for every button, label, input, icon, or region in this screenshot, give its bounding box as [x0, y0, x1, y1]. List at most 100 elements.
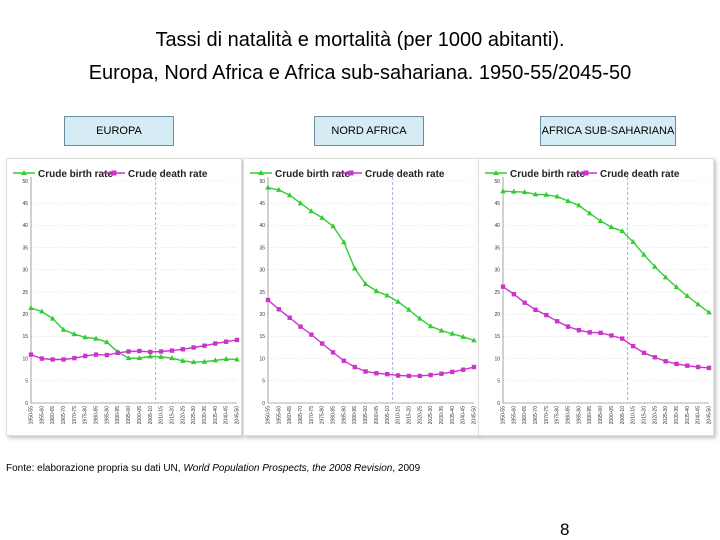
death-rate-point	[706, 365, 712, 371]
death-rate-point	[309, 332, 314, 337]
death-rate-point	[28, 352, 34, 357]
death-rate-point	[191, 345, 196, 350]
death-rate-point	[287, 315, 292, 320]
legend-label-0: Crude birth rate	[510, 169, 585, 180]
birth-rate-point	[60, 326, 67, 332]
y-tick-label-1: 5	[25, 379, 28, 385]
x-tick-label-12: 2010-15	[396, 406, 402, 425]
y-tick-label-5: 25	[259, 290, 265, 296]
death-rate-point	[265, 297, 271, 303]
birth-rate-point	[406, 306, 412, 312]
x-tick-label-5: 1975-80	[320, 406, 326, 425]
death-rate-point	[460, 367, 466, 372]
death-rate-point	[93, 352, 99, 357]
death-rate-point	[39, 356, 45, 361]
x-tick-label-4: 1970-75	[309, 406, 315, 425]
death-rate-point	[565, 324, 571, 329]
legend-label-0: Crude birth rate	[38, 169, 113, 180]
birth-rate-point	[125, 355, 132, 361]
birth-rate-point	[201, 358, 208, 364]
death-rate-point	[83, 353, 88, 359]
birth-rate-point	[223, 356, 229, 362]
death-rate-point	[609, 333, 614, 338]
x-tick-label-16: 2030-35	[439, 406, 445, 425]
x-tick-label-7: 1985-90	[576, 406, 582, 425]
legend-marker-0	[493, 170, 499, 175]
death-rate-point	[406, 373, 412, 379]
x-tick-label-13: 2015-20	[641, 406, 647, 425]
death-rate-point	[533, 307, 538, 312]
birth-rate-point	[554, 193, 561, 199]
death-rate-point	[598, 330, 603, 336]
x-tick-label-1: 1955-60	[511, 406, 517, 425]
birth-rate-point	[190, 359, 197, 365]
x-tick-label-0: 1950-55	[501, 406, 507, 425]
birth-rate-point	[695, 301, 701, 307]
x-tick-label-1: 1955-60	[39, 406, 45, 425]
x-tick-label-19: 2045-50	[472, 406, 478, 425]
x-tick-label-11: 2005-10	[148, 406, 154, 425]
x-tick-label-14: 2020-25	[652, 406, 658, 425]
y-tick-label-4: 20	[22, 312, 28, 318]
death-rate-point	[674, 361, 679, 367]
chart-panel-africa-sub-sahariana: Crude birth rate Crude death rate 0 5 10 15 20…	[478, 158, 714, 436]
death-rate-point	[471, 364, 477, 370]
death-rate-point	[544, 312, 549, 318]
legend-label-1: Crude death rate	[600, 169, 680, 180]
y-tick-label-3: 15	[494, 334, 500, 340]
x-tick-label-13: 2015-20	[169, 406, 175, 425]
x-tick-label-7: 1985-90	[341, 406, 347, 425]
x-tick-label-19: 2045-50	[707, 406, 713, 425]
death-rate-point	[104, 352, 110, 358]
x-tick-label-3: 1965-70	[61, 406, 67, 425]
y-tick-label-9: 45	[259, 201, 265, 207]
chart-nord-africa: Crude birth rate Crude death rate 0 5 10 15 20…	[250, 169, 478, 425]
birth-rate-point	[651, 263, 658, 269]
x-tick-label-16: 2030-35	[202, 406, 208, 425]
death-rate-point	[298, 324, 303, 329]
death-rate-point	[320, 341, 325, 346]
x-tick-label-19: 2045-50	[235, 406, 241, 425]
birth-rate-point	[71, 331, 78, 337]
y-tick-label-5: 25	[494, 290, 500, 296]
x-tick-label-15: 2025-30	[663, 406, 669, 425]
legend-label-1: Crude death rate	[128, 169, 208, 180]
birth-rate-point	[673, 284, 680, 290]
x-tick-label-17: 2035-40	[213, 406, 219, 425]
x-tick-label-10: 2000-05	[609, 406, 615, 425]
y-tick-label-7: 35	[494, 245, 500, 251]
birth-rate-point	[351, 265, 358, 271]
death-rate-point	[685, 363, 690, 368]
y-tick-label-9: 45	[22, 201, 28, 207]
legend-label-0: Crude birth rate	[275, 169, 350, 180]
series-line-death	[267, 299, 475, 377]
birth-rate-point	[276, 186, 282, 192]
x-tick-label-12: 2010-15	[631, 406, 637, 425]
birth-rate-point	[158, 353, 164, 359]
death-rate-point	[148, 349, 153, 355]
y-tick-label-2: 10	[259, 356, 265, 362]
birth-rate-point	[341, 239, 347, 245]
source-note: Fonte: elaborazione propria su dati UN, …	[6, 463, 420, 474]
y-tick-label-9: 45	[494, 201, 500, 207]
x-tick-label-8: 1990-95	[587, 406, 593, 425]
birth-rate-point	[449, 330, 456, 336]
birth-rate-point	[286, 192, 293, 198]
x-tick-label-17: 2035-40	[685, 406, 691, 425]
death-rate-point	[213, 341, 218, 346]
x-tick-label-9: 1995-00	[598, 406, 604, 425]
x-tick-label-6: 1980-85	[331, 406, 337, 425]
x-tick-label-2: 1960-65	[287, 406, 293, 425]
x-tick-label-11: 2005-10	[620, 406, 626, 425]
death-rate-point	[620, 336, 625, 341]
y-tick-label-6: 30	[494, 268, 500, 274]
chart-panel-nord-africa: Crude birth rate Crude death rate 0 5 10 15 20…	[243, 158, 479, 436]
death-rate-point	[276, 307, 282, 312]
legend-marker-0	[258, 170, 264, 175]
legend-marker-1	[348, 170, 354, 176]
region-label-nord-africa: NORD AFRICA	[314, 116, 424, 146]
death-rate-point	[374, 371, 379, 376]
source-suffix: , 2009	[392, 463, 421, 474]
death-rate-point	[695, 364, 701, 370]
legend-label-1: Crude death rate	[365, 169, 445, 180]
